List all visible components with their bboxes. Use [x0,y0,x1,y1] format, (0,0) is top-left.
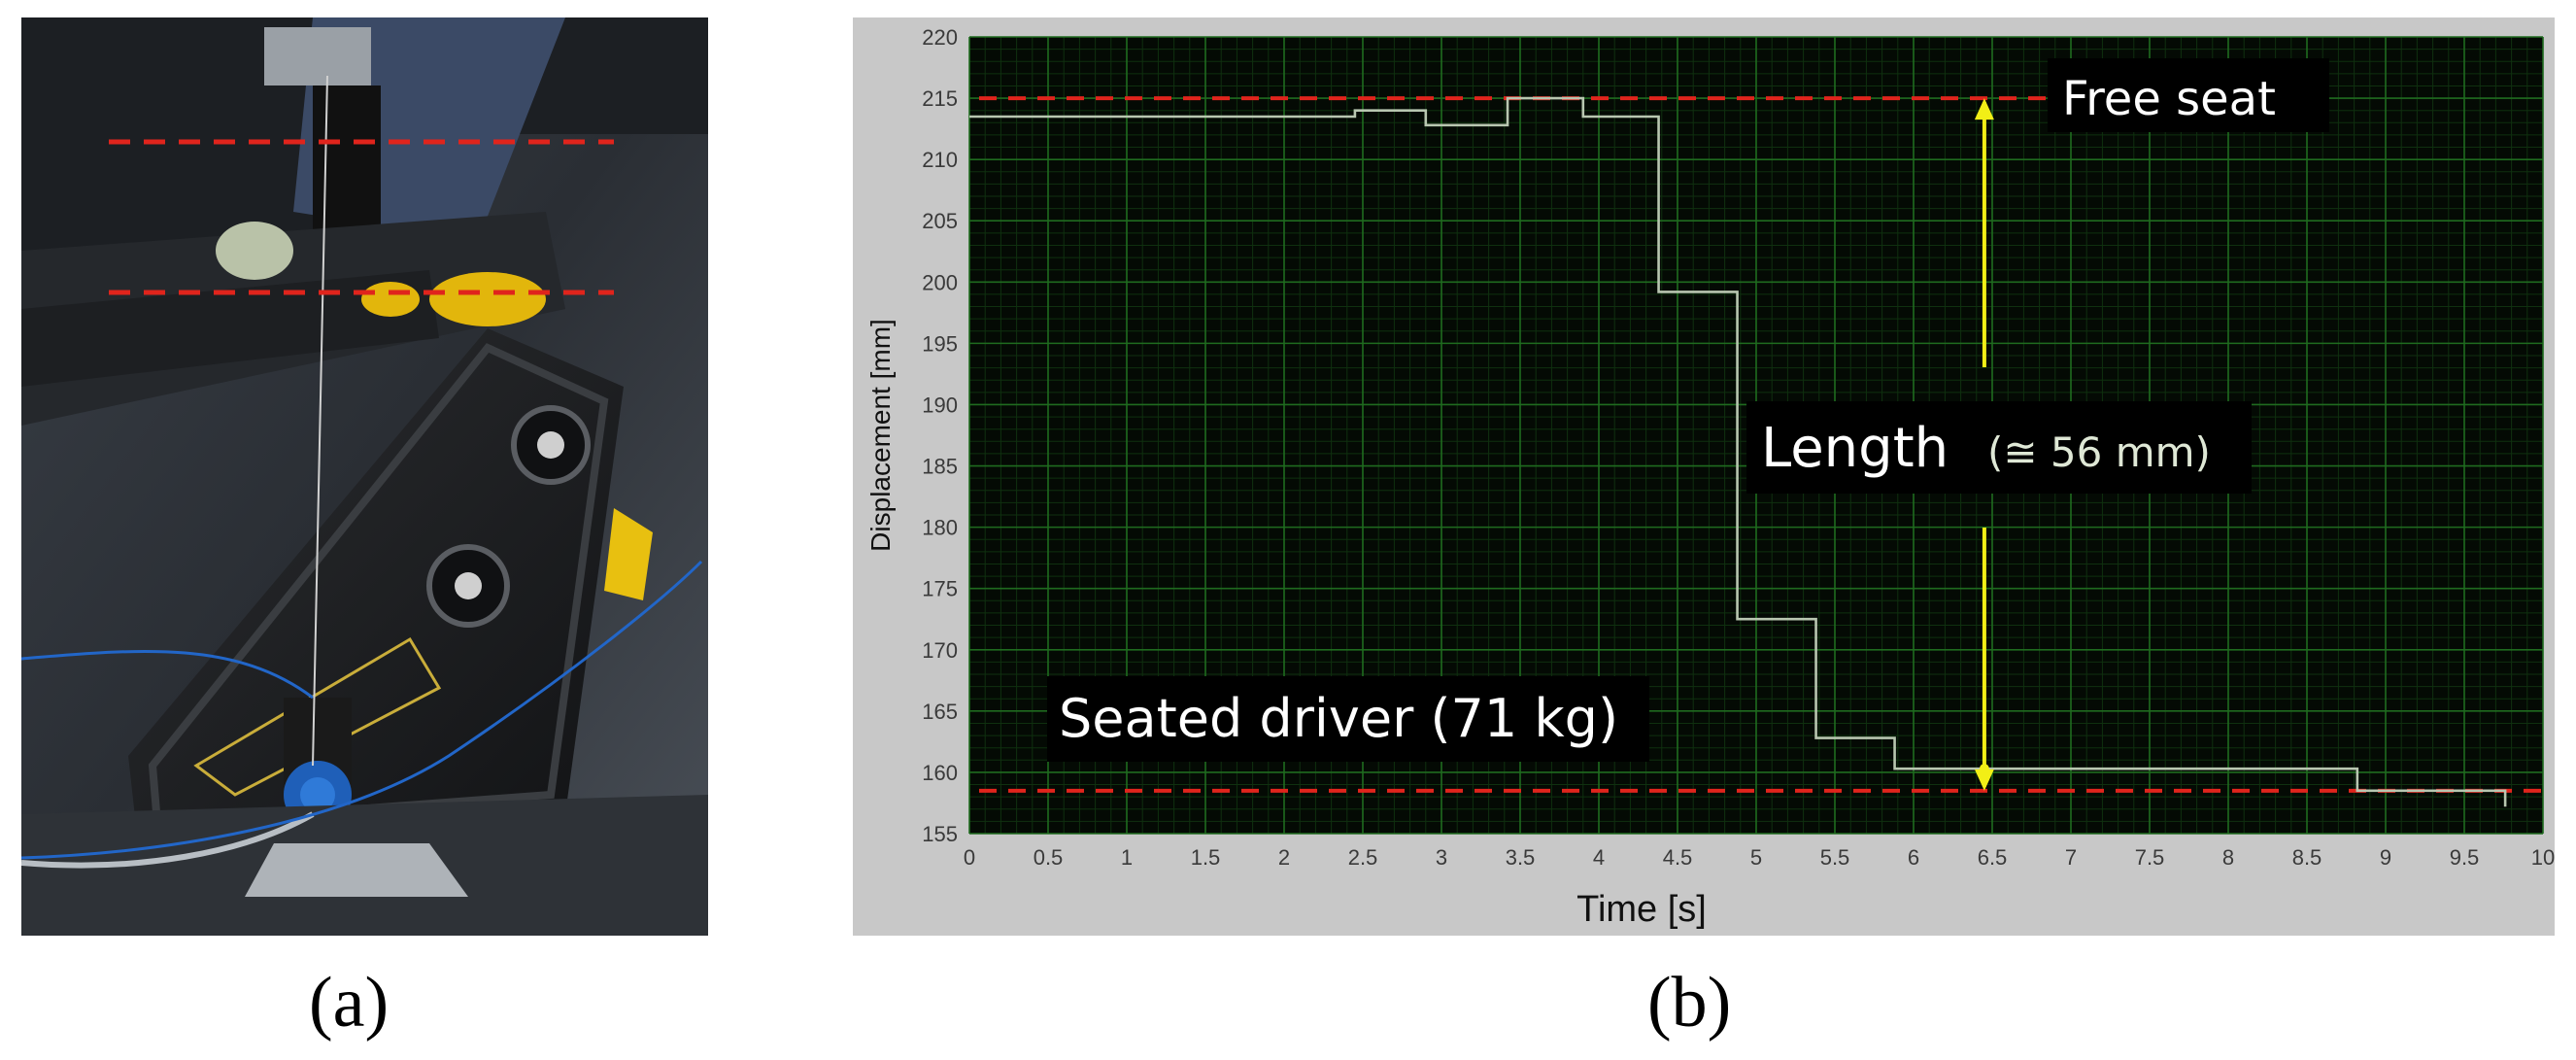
x-tick-label: 7 [2065,845,2077,870]
x-tick-label: 0 [964,845,975,870]
length-label: Length [1761,417,1949,480]
x-tick-labels: 0 0.5 1 1.5 2 2.5 3 3.5 4 4.5 5 5.5 6 6.5 7 7.5 8 8.5 9 9.5… [964,845,2555,870]
length-label-box [1746,401,2252,494]
x-tick-label: 2 [1278,845,1290,870]
x-tick-label: 4.5 [1663,845,1693,870]
seated-driver-label-box [1047,676,1649,762]
seat-photo-illustration [21,17,708,936]
length-arrow [1974,98,1994,791]
length-arrow-marker [1979,764,1989,774]
length-arrow-head-up [1974,98,1994,120]
panel-label-b: (b) [1647,963,1732,1043]
length-value-label: (≅ 56 mm) [1987,428,2211,476]
x-tick-label: 9 [2380,845,2391,870]
x-tick-label: 6 [1908,845,1919,870]
x-tick-label: 8 [2222,845,2234,870]
chart-svg: 0 0.5 1 1.5 2 2.5 3 3.5 4 4.5 5 5.5 6 6.5 7 7.5 8 8.5 9 9.5… [853,17,2555,936]
x-tick-label: 6.5 [1978,845,2008,870]
y-tick-label: 190 [922,393,958,417]
free-seat-label: Free seat [2062,72,2276,126]
x-tick-label: 3 [1436,845,1447,870]
displacement-trace [969,96,2507,807]
y-tick-label: 215 [922,86,958,111]
y-tick-label: 180 [922,516,958,540]
x-tick-label: 5.5 [1820,845,1850,870]
y-tick-label: 160 [922,761,958,785]
seated-driver-label: Seated driver (71 kg) [1059,688,1618,749]
displacement-chart: 0 0.5 1 1.5 2 2.5 3 3.5 4 4.5 5 5.5 6 6.5 7 7.5 8 8.5 9 9.5… [853,17,2555,936]
x-tick-label: 10 [2531,845,2555,870]
y-tick-label: 185 [922,455,958,479]
y-tick-label: 170 [922,638,958,663]
x-tick-label: 1.5 [1191,845,1221,870]
y-tick-label: 175 [922,577,958,601]
seat-suspension-photo [21,17,708,936]
y-tick-label: 205 [922,209,958,233]
length-arrow-head-down [1974,769,1994,791]
x-tick-label: 2.5 [1348,845,1378,870]
x-tick-label: 9.5 [2450,845,2480,870]
x-tick-label: 0.5 [1034,845,1064,870]
free-seat-label-box [2048,58,2329,132]
x-tick-label: 7.5 [2135,845,2165,870]
x-axis-title: Time [s] [1576,889,1707,930]
x-tick-label: 1 [1121,845,1133,870]
panel-label-a: (a) [309,963,390,1043]
y-tick-label: 220 [922,25,958,50]
y-tick-label: 195 [922,331,958,356]
x-tick-label: 3.5 [1506,845,1536,870]
y-tick-labels: 220 215 210 205 200 195 190 185 180 175 170 165 160 1… [922,25,958,846]
y-axis-title: Displacement [mm] [865,319,896,552]
y-tick-label: 210 [922,148,958,172]
y-tick-label: 200 [922,270,958,294]
x-tick-label: 4 [1593,845,1605,870]
x-tick-label: 5 [1750,845,1762,870]
y-tick-label: 165 [922,700,958,724]
x-tick-label: 8.5 [2292,845,2322,870]
y-tick-label: 155 [922,822,958,846]
trace-layer [969,96,2507,807]
